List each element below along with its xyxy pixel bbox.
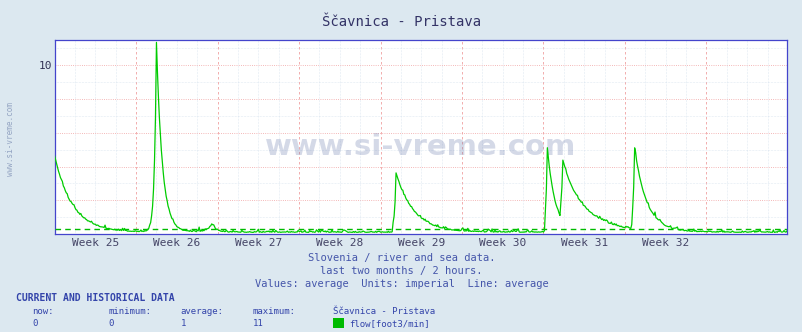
- Text: average:: average:: [180, 307, 224, 316]
- Text: 0: 0: [108, 319, 114, 328]
- Text: 0: 0: [32, 319, 38, 328]
- Text: www.si-vreme.com: www.si-vreme.com: [6, 103, 15, 176]
- Text: Ščavnica - Pristava: Ščavnica - Pristava: [333, 307, 435, 316]
- Text: Slovenia / river and sea data.: Slovenia / river and sea data.: [307, 253, 495, 263]
- Text: 11: 11: [253, 319, 263, 328]
- Text: www.si-vreme.com: www.si-vreme.com: [265, 133, 576, 161]
- Text: flow[foot3/min]: flow[foot3/min]: [349, 319, 429, 328]
- Text: minimum:: minimum:: [108, 307, 152, 316]
- Text: last two months / 2 hours.: last two months / 2 hours.: [320, 266, 482, 276]
- Text: maximum:: maximum:: [253, 307, 296, 316]
- Text: Values: average  Units: imperial  Line: average: Values: average Units: imperial Line: av…: [254, 279, 548, 289]
- Text: 1: 1: [180, 319, 186, 328]
- Text: Ščavnica - Pristava: Ščavnica - Pristava: [322, 15, 480, 29]
- Text: CURRENT AND HISTORICAL DATA: CURRENT AND HISTORICAL DATA: [16, 293, 175, 303]
- Text: now:: now:: [32, 307, 54, 316]
